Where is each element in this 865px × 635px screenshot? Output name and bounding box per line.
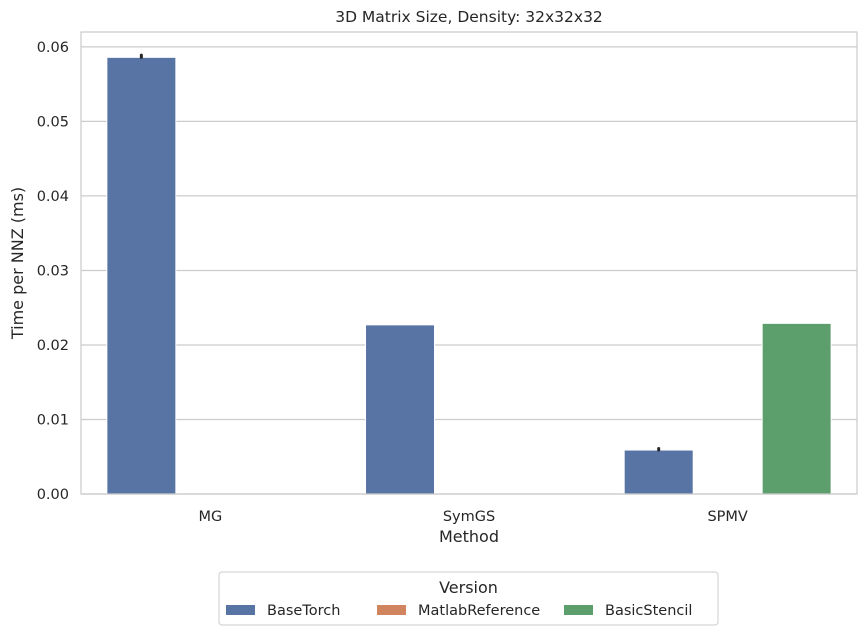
y-tick-label: 0.06: [37, 40, 69, 56]
y-tick-label: 0.03: [37, 263, 69, 279]
x-tick-labels: MG SymGS SPMV: [198, 509, 747, 525]
legend: Version BaseTorch MatlabReference BasicSte…: [218, 571, 719, 626]
legend-title: Version: [439, 578, 498, 597]
y-tick-label: 0.00: [37, 487, 69, 503]
legend-label: BaseTorch: [267, 603, 340, 619]
x-tick-label: SPMV: [707, 509, 747, 525]
y-tick-label: 0.05: [37, 114, 69, 130]
y-axis-title: Time per NNZ (ms): [8, 187, 27, 340]
chart-title: 3D Matrix Size, Density: 32x32x32: [335, 8, 603, 26]
gridlines: [81, 46, 857, 495]
bar-basicstencil-spmv: [761, 322, 832, 495]
legend-label: BasicStencil: [605, 603, 692, 619]
legend-items: BaseTorch MatlabReference BasicStencil: [226, 603, 692, 619]
y-tick-label: 0.01: [37, 412, 69, 428]
plot-frame: [80, 31, 858, 495]
legend-swatch: [226, 605, 255, 615]
bar-basetorch-mg: [106, 56, 177, 495]
x-tick-label: SymGS: [443, 509, 495, 525]
legend-label: MatlabReference: [418, 603, 540, 619]
bar-basetorch-symgs: [365, 324, 436, 495]
y-tick-label: 0.02: [37, 338, 69, 354]
x-axis-title: Method: [439, 527, 499, 546]
bar-basetorch-spmv: [623, 449, 694, 495]
x-tick-label: MG: [198, 509, 222, 525]
y-tick-labels: 0.00 0.01 0.02 0.03 0.04 0.05 0.06: [37, 40, 69, 503]
legend-swatch: [564, 605, 593, 615]
legend-swatch: [377, 605, 406, 615]
y-tick-label: 0.04: [37, 189, 69, 205]
legend-box: [218, 571, 719, 626]
